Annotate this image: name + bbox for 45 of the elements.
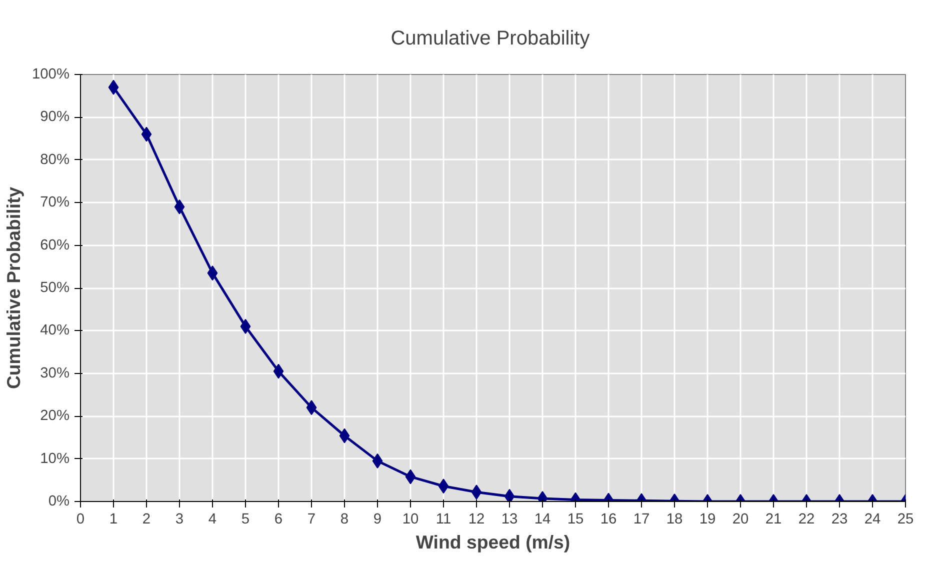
point [108,80,119,95]
y-tick-label: 100% [32,66,70,82]
x-tick-label: 2 [142,512,151,528]
x-tick-label: 1 [109,512,118,528]
y-tick-label: 30% [40,365,70,382]
x-tick-label: 11 [436,512,452,528]
x-tick-label: 8 [340,512,349,528]
x-tick-label: 25 [897,512,914,528]
point [240,318,251,334]
point [174,199,185,214]
x-tick-label: 12 [468,512,485,528]
x-tick-label: 23 [831,512,848,528]
y-tick-label: 90% [40,109,70,126]
x-tick-label: 21 [765,512,782,528]
x-tick-label: 17 [633,512,650,528]
y-tick-label: 10% [40,450,70,467]
y-tick-label: 70% [40,194,70,211]
x-tick-label: 22 [798,512,815,528]
x-tick-label: 13 [501,512,518,528]
x-tick-label: 15 [567,512,584,528]
x-tick-label: 6 [274,512,283,528]
x-tick-label: 14 [534,512,551,528]
x-tick-label: 4 [208,512,217,528]
x-tick-label: 20 [732,512,749,528]
x-tick-label: 5 [241,512,250,528]
y-tick-label: 0% [48,494,70,510]
x-tick-label: 24 [864,512,881,528]
y-tick-label: 80% [40,152,70,168]
point [141,126,152,142]
y-tick-label: 50% [40,280,70,296]
x-tick-label: 16 [600,512,617,528]
x-tick-label: 3 [175,512,184,528]
x-tick-label: 0 [76,512,85,528]
x-tick-label: 9 [373,512,382,528]
y-tick-label: 60% [40,237,70,254]
y-tick-label: 20% [40,408,70,424]
point [207,266,218,281]
chart-title: Cumulative Probability [390,28,590,50]
x-tick-label: 10 [402,512,419,528]
x-tick-label: 18 [666,512,683,528]
x-tick-label: 19 [699,512,716,528]
y-axis-title: Cumulative Probability [3,186,24,390]
x-axis-title: Wind speed (m/s) [416,532,570,552]
y-tick-label: 40% [40,322,70,339]
x-tick-label: 7 [307,512,316,528]
